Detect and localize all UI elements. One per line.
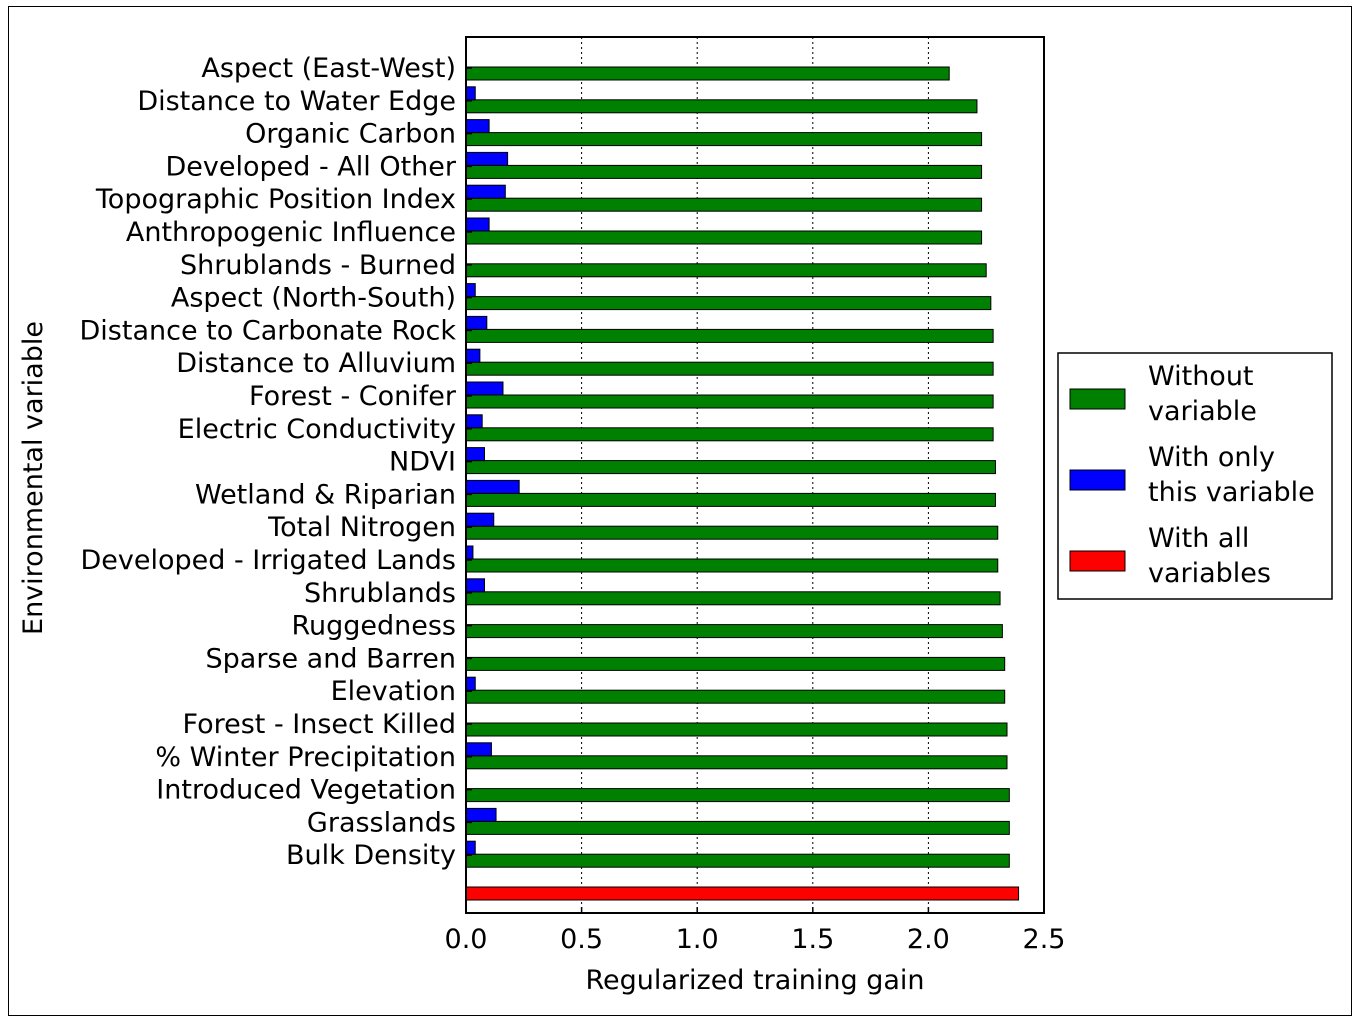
bar-without-variable bbox=[465, 328, 994, 343]
bar-without-variable bbox=[465, 558, 999, 573]
bar-with-only-variable bbox=[465, 414, 483, 429]
x-tick-label: 0.5 bbox=[560, 924, 603, 955]
category-label: Electric Conductivity bbox=[178, 414, 456, 445]
category-label: Wetland & Riparian bbox=[195, 479, 456, 510]
legend-label-line1: With only bbox=[1148, 442, 1275, 473]
bar-without-variable bbox=[465, 755, 1008, 770]
x-tick-label: 1.0 bbox=[676, 924, 719, 955]
bar-with-only-variable bbox=[465, 447, 485, 462]
bar-with-only-variable bbox=[465, 348, 481, 363]
bar-with-only-variable bbox=[465, 479, 520, 494]
bar-without-variable bbox=[465, 296, 992, 311]
plot-area-border bbox=[465, 36, 1045, 914]
x-tick-label: 0.0 bbox=[445, 924, 488, 955]
bar-with-only-variable bbox=[465, 119, 490, 134]
category-label: Developed - Irrigated Lands bbox=[80, 545, 456, 576]
bar-without-variable bbox=[465, 788, 1010, 803]
legend-label-line1: With all bbox=[1148, 523, 1249, 554]
bar-without-variable bbox=[465, 164, 983, 179]
y-axis-title: Environmental variable bbox=[18, 321, 49, 635]
bar-without-variable bbox=[465, 427, 994, 442]
category-label: % Winter Precipitation bbox=[155, 742, 456, 773]
bar-without-variable bbox=[465, 394, 994, 409]
legend-label-line1: Without bbox=[1148, 361, 1254, 392]
bar-without-variable bbox=[465, 853, 1010, 868]
x-tick-label: 2.0 bbox=[907, 924, 950, 955]
legend-label-line2: this variable bbox=[1148, 477, 1315, 508]
bar-without-variable bbox=[465, 230, 983, 245]
bar-without-variable bbox=[465, 591, 1001, 606]
bar-without-variable bbox=[465, 722, 1008, 737]
bar-with-all-variables bbox=[465, 886, 1020, 901]
bar-without-variable bbox=[465, 66, 950, 81]
category-label: Developed - All Other bbox=[165, 151, 456, 182]
category-label: Grasslands bbox=[307, 807, 456, 838]
legend-label-line2: variable bbox=[1148, 396, 1257, 427]
bar-without-variable bbox=[465, 263, 987, 278]
x-axis-title: Regularized training gain bbox=[585, 965, 924, 996]
category-label: Forest - Conifer bbox=[249, 381, 457, 412]
bar-with-only-variable bbox=[465, 381, 504, 396]
category-label: NDVI bbox=[389, 447, 456, 478]
category-label: Aspect (North-South) bbox=[171, 283, 456, 314]
category-label: Bulk Density bbox=[286, 840, 456, 871]
category-label: Organic Carbon bbox=[245, 119, 456, 150]
category-label: Anthropogenic Influence bbox=[126, 217, 456, 248]
bar-with-only-variable bbox=[465, 283, 476, 298]
bar-without-variable bbox=[465, 525, 999, 540]
bar-with-only-variable bbox=[465, 840, 476, 855]
legend: Without variable With only this variable Wit… bbox=[1057, 352, 1333, 600]
legend-swatch bbox=[1069, 469, 1126, 491]
bar-with-only-variable bbox=[465, 315, 488, 330]
bar-with-only-variable bbox=[465, 676, 476, 691]
bar-with-only-variable bbox=[465, 86, 476, 101]
x-tick-label: 1.5 bbox=[791, 924, 834, 955]
x-tick-label: 2.5 bbox=[1023, 924, 1066, 955]
bar-with-only-variable bbox=[465, 578, 485, 593]
category-label: Distance to Alluvium bbox=[176, 348, 456, 379]
category-label: Distance to Water Edge bbox=[137, 86, 456, 117]
category-label: Elevation bbox=[331, 676, 456, 707]
bar-with-only-variable bbox=[465, 742, 492, 757]
category-label: Total Nitrogen bbox=[267, 512, 456, 543]
bar-with-only-variable bbox=[465, 151, 509, 166]
bar-without-variable bbox=[465, 99, 978, 114]
category-label: Sparse and Barren bbox=[206, 643, 457, 674]
legend-label-line2: variables bbox=[1148, 558, 1271, 589]
category-label: Aspect (East-West) bbox=[201, 53, 456, 84]
bar-with-only-variable bbox=[465, 545, 474, 560]
bar-without-variable bbox=[465, 624, 1003, 639]
bar-without-variable bbox=[465, 820, 1010, 835]
bar-with-only-variable bbox=[465, 217, 490, 232]
category-label: Topographic Position Index bbox=[95, 184, 456, 215]
category-label: Shrublands - Burned bbox=[180, 250, 456, 281]
category-label: Ruggedness bbox=[291, 611, 456, 642]
bar-without-variable bbox=[465, 492, 996, 507]
bar-with-only-variable bbox=[465, 807, 497, 822]
bar-with-only-variable bbox=[465, 184, 506, 199]
bar-without-variable bbox=[465, 689, 1006, 704]
category-label: Distance to Carbonate Rock bbox=[80, 315, 457, 346]
category-label: Introduced Vegetation bbox=[156, 775, 456, 806]
bar-without-variable bbox=[465, 132, 983, 147]
legend-swatch bbox=[1069, 550, 1126, 572]
legend-swatch bbox=[1069, 388, 1126, 410]
bar-without-variable bbox=[465, 197, 983, 212]
bar-without-variable bbox=[465, 361, 994, 376]
bar-with-only-variable bbox=[465, 512, 495, 527]
bar-without-variable bbox=[465, 656, 1006, 671]
bar-without-variable bbox=[465, 460, 996, 475]
category-label: Shrublands bbox=[304, 578, 456, 609]
category-label: Forest - Insect Killed bbox=[183, 709, 457, 740]
